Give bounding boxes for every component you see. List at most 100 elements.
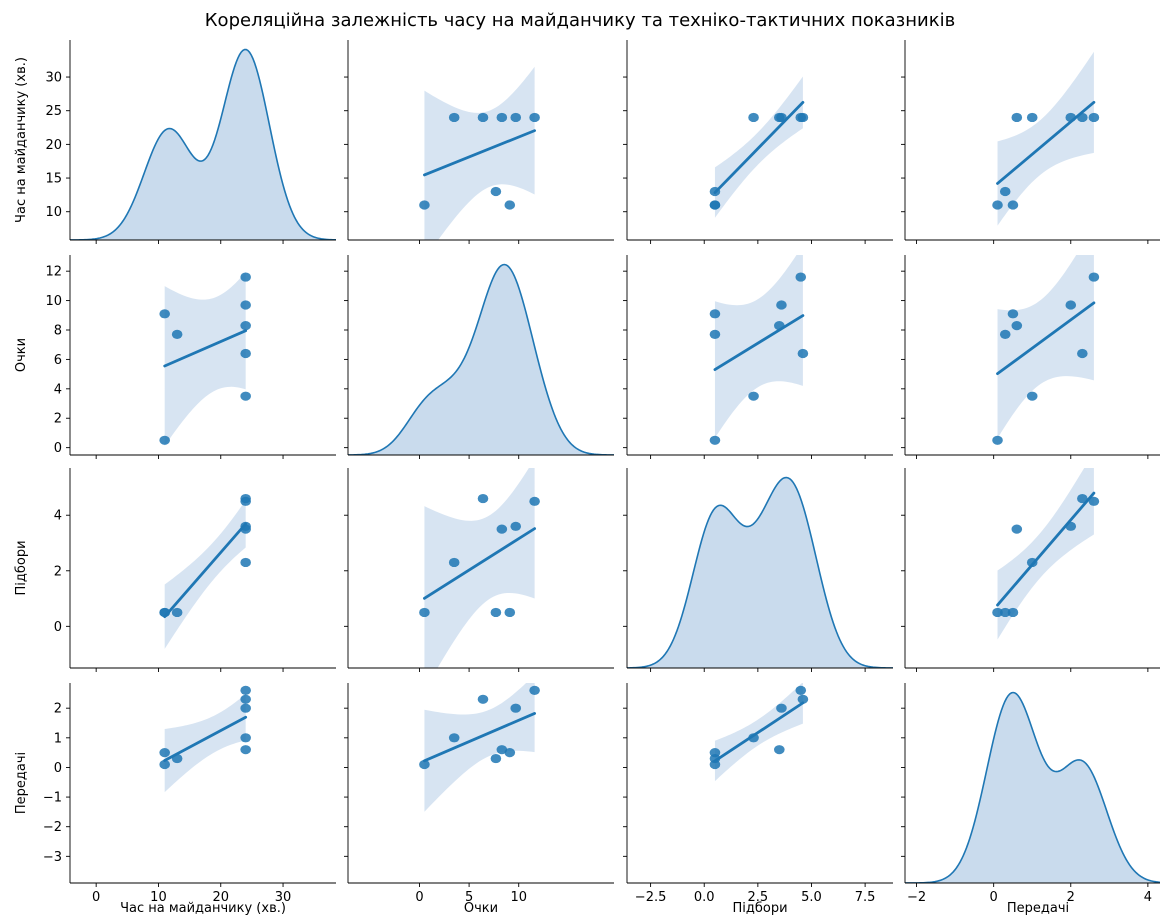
scatter-point-7 [504, 200, 516, 210]
scatter-point-3 [240, 745, 251, 755]
y-tick-label: 6 [54, 353, 62, 368]
regression-line [713, 101, 805, 194]
y-tick-label: 12 [45, 265, 62, 280]
scatter-point-8 [709, 435, 721, 445]
scatter-point-6 [999, 329, 1011, 340]
regression-line [163, 329, 248, 368]
plot-area [905, 691, 1160, 883]
scatter-point-8 [992, 607, 1003, 618]
scatter-point-6 [999, 607, 1011, 618]
scatter-point-3 [1011, 112, 1023, 123]
kde-fill [627, 477, 893, 668]
confidence-band [424, 683, 535, 812]
x-axis-label-assists: Передачі [1007, 901, 1069, 916]
y-tick-label: 30 [45, 71, 62, 86]
plot-area [992, 255, 1100, 445]
scatter-point-3 [496, 745, 508, 755]
y-tick-label: 15 [45, 172, 62, 187]
chart-title: Кореляційна залежність часу на майданчик… [205, 10, 955, 31]
y-tick-label: 0 [54, 620, 62, 635]
plot-area [70, 48, 336, 240]
scatter-point-8 [159, 759, 170, 770]
panel-time-vs-time: 10 15 20 25 30 [45, 40, 336, 244]
y-tick-label: −1 [43, 791, 62, 806]
scatter-point-6 [171, 329, 183, 340]
scatter-point-1 [1088, 112, 1100, 123]
y-tick-label: −3 [43, 850, 62, 865]
scatter-point-7 [504, 748, 516, 758]
regression-line [996, 100, 1096, 185]
plot-area [992, 51, 1100, 226]
y-tick-label: 10 [45, 205, 62, 220]
y-tick-label: 4 [54, 382, 62, 397]
scatter-point-2 [510, 521, 522, 531]
panel-assists-vs-time: 0 10 20 30 −3 −2 −1 0 1 2 [43, 683, 336, 905]
regression-line [163, 715, 248, 762]
regression-line [423, 712, 536, 763]
scatter-point-4 [240, 694, 251, 704]
scatter-point-8 [709, 759, 721, 770]
scatter-point-8 [709, 200, 721, 210]
scatter-point-8 [159, 435, 170, 445]
scatter-point-8 [419, 200, 430, 210]
scatter-point-3 [774, 112, 785, 123]
x-tick-label: 0 [92, 890, 100, 905]
scatter-point-6 [171, 607, 183, 618]
y-axis-label-time: Час на майданчику (хв.) [14, 57, 29, 223]
confidence-band [997, 255, 1094, 439]
scatter-point-2 [776, 703, 787, 713]
scatter-point-1 [529, 496, 540, 506]
scatter-point-7 [159, 309, 170, 319]
panel-time-vs-rebounds [623, 40, 893, 244]
kde-curve [348, 263, 614, 455]
plot-area [419, 683, 540, 812]
panel-time-vs-assists [901, 40, 1160, 244]
scatter-point-5 [448, 557, 460, 568]
scatter-point-4 [797, 348, 809, 359]
plot-area [709, 76, 809, 218]
scatter-point-7 [709, 748, 721, 758]
scatter-point-6 [709, 329, 721, 340]
y-tick-label: 20 [45, 138, 62, 153]
scatter-point-1 [1088, 272, 1100, 282]
x-tick-label: 2.5 [748, 890, 769, 905]
x-tick-label: 5.0 [801, 890, 822, 905]
scatter-point-1 [529, 685, 540, 696]
scatter-point-4 [477, 493, 489, 504]
scatter-point-1 [240, 272, 251, 282]
scatter-point-4 [477, 112, 489, 123]
kde-curve [627, 476, 893, 668]
scatter-point-7 [1007, 309, 1019, 319]
plot-area [709, 255, 809, 445]
regression-line [713, 314, 805, 371]
scatter-point-4 [240, 348, 251, 359]
y-tick-label: 25 [45, 104, 62, 119]
y-tick-label: 0 [54, 441, 62, 456]
scatter-point-7 [709, 309, 721, 319]
confidence-band [164, 500, 246, 649]
scatter-point-2 [510, 703, 522, 713]
scatter-point-5 [748, 391, 759, 401]
x-tick-label: 0.0 [694, 890, 715, 905]
y-tick-label: 2 [54, 702, 62, 717]
y-axis-label-rebounds: Підбори [14, 540, 29, 595]
x-axis-label-time: Час на майданчику (хв.) [120, 901, 286, 916]
regression-line [996, 491, 1096, 607]
x-axis-label-rebounds: Підбори [732, 901, 787, 916]
y-tick-label: 2 [54, 564, 62, 579]
scatter-point-5 [448, 733, 460, 743]
plot-area [419, 66, 540, 240]
panel-points-vs-rebounds [623, 255, 893, 459]
scatter-point-2 [240, 703, 251, 713]
plot-area [159, 685, 251, 793]
y-tick-label: 8 [54, 324, 62, 339]
plot-area [348, 263, 614, 455]
y-tick-label: 0 [54, 761, 62, 776]
x-tick-label: 7.5 [855, 890, 876, 905]
scatter-point-4 [797, 694, 809, 704]
x-tick-label: 20 [212, 890, 229, 905]
scatter-point-2 [776, 300, 787, 310]
scatter-point-3 [1011, 320, 1023, 331]
scatter-point-5 [240, 391, 251, 401]
scatter-point-3 [496, 112, 508, 123]
